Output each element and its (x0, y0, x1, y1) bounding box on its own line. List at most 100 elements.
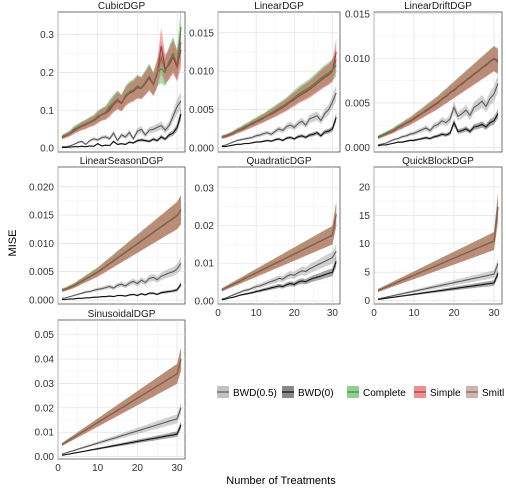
line-bwd-0-5 (377, 263, 499, 300)
legend: BWD(0.5) BWD(0) Complete Simple Smitl (217, 386, 504, 399)
x-tick-label: 30 (172, 463, 184, 474)
legend-item-bwd-0: BWD(0) (282, 386, 334, 399)
legend-item-bwd-0-5: BWD(0.5) (217, 386, 277, 399)
panel-title: LinearDGP (254, 1, 304, 12)
x-tick-label: 20 (448, 308, 460, 319)
ribbon-bwd-0 (221, 113, 337, 147)
line-complete (221, 64, 337, 138)
y-tick-label: 0.005 (345, 98, 370, 109)
legend-label: BWD(0) (298, 388, 334, 399)
y-tick-label: 0.0 (40, 144, 54, 155)
ribbon-bwd-0-5 (62, 92, 181, 147)
y-tick-label: 15 (359, 211, 371, 222)
legend-item-complete: Complete (347, 386, 406, 399)
panel-grid (57, 12, 185, 152)
x-tick-label: 0 (55, 463, 61, 474)
y-tick-label: 0.05 (35, 330, 55, 341)
line-smith (221, 59, 337, 138)
line-bwd-0-5 (61, 262, 182, 299)
y-tick-label: 0.03 (195, 183, 215, 194)
ribbon-bwd-0-5 (378, 74, 498, 146)
legend-item-simple: Simple (414, 386, 461, 399)
ribbon-smith (62, 23, 181, 139)
y-tick-label: 0.3 (40, 30, 54, 41)
ribbon-bwd-0-5 (62, 401, 181, 455)
y-tick-label: 0.010 (189, 67, 214, 78)
y-tick-label: 20 (359, 182, 371, 193)
y-tick-label: 0.00 (195, 296, 215, 307)
y-tick-label: 0.04 (35, 355, 55, 366)
y-tick-label: 0.2 (40, 68, 54, 79)
x-tick-label: 20 (132, 463, 144, 474)
line-bwd-0-5 (62, 100, 182, 148)
panel-series (61, 347, 182, 456)
legend-item-smitl: Smitl (466, 386, 504, 399)
panel-linearseasondgp: LinearSeasonDGP 0.000 0.005 0.010 0.015 0.020 (29, 156, 186, 307)
line-bwd-0 (62, 114, 182, 149)
y-tick-label: 0.015 (29, 211, 54, 222)
ribbon-complete (378, 45, 498, 139)
line-smith (377, 207, 499, 292)
line-bwd-0 (62, 283, 182, 301)
line-bwd-0 (377, 113, 499, 147)
y-tick-label: 0.00 (35, 452, 55, 463)
ribbon-bwd-0 (378, 269, 498, 300)
line-smith (61, 209, 182, 291)
ribbon-bwd-0-5 (221, 85, 337, 147)
x-tick-label: 10 (92, 463, 104, 474)
x-tick-label: 30 (327, 308, 339, 319)
y-tick-label: 0.020 (29, 182, 54, 193)
y-tick-label: 0.000 (189, 144, 214, 155)
panel-title: QuadraticDGP (246, 156, 311, 167)
panel-background (373, 166, 503, 305)
line-bwd-0 (377, 273, 499, 301)
ribbon-bwd-0-5 (62, 257, 181, 299)
x-tick-label: 0 (215, 308, 221, 319)
legend-label: BWD(0.5) (233, 388, 277, 399)
line-bwd-0 (221, 261, 337, 301)
ribbon-complete (62, 347, 181, 446)
line-bwd-0 (61, 424, 182, 456)
y-tick-label: 0.005 (189, 105, 214, 116)
y-tick-label: 0.010 (345, 54, 370, 65)
ribbon-smith (221, 47, 337, 139)
y-tick-label: 10 (359, 239, 371, 250)
y-axis-title: MISE (7, 230, 19, 257)
y-tick-label: 0 (364, 296, 370, 307)
line-smith (377, 57, 499, 139)
panels-layer: CubicDGP0.00.10.20.3LinearDGP0.0000.0050… (29, 1, 503, 474)
line-bwd-0-5 (61, 407, 182, 455)
y-tick-label: 0.03 (35, 379, 55, 390)
panel-grid (373, 167, 502, 304)
panel-lineardgp: LinearDGP 0.000 0.005 0.010 0.015 (189, 1, 341, 155)
x-tick-label: 10 (408, 308, 420, 319)
ribbon-simple (221, 202, 337, 292)
y-tick-label: 5 (364, 268, 370, 279)
ribbon-simple (378, 193, 498, 293)
ribbon-simple (378, 46, 498, 140)
panel-title: SinusoidalDGP (88, 309, 156, 320)
y-tick-label: 0.000 (29, 296, 54, 307)
ribbon-complete (221, 202, 337, 292)
line-smith (221, 214, 337, 291)
panel-title: CubicDGP (98, 1, 146, 12)
y-tick-label: 0.01 (35, 428, 55, 439)
ribbon-smith (221, 202, 337, 292)
panel-series (377, 45, 499, 147)
x-tick-label: 10 (251, 308, 263, 319)
panel-title: LinearSeasonDGP (80, 156, 164, 167)
panel-title: QuickBlockDGP (402, 156, 474, 167)
y-tick-label: 0.000 (345, 143, 370, 154)
panel-series (221, 38, 337, 148)
legend-label: Simple (430, 388, 461, 399)
x-tick-label: 30 (488, 308, 500, 319)
panel-title: LinearDriftDGP (404, 1, 472, 12)
y-tick-label: 0.1 (40, 106, 54, 117)
x-tick-label: 0 (371, 308, 377, 319)
panel-lineardriftdgp: LinearDriftDGP 0.000 0.005 0.010 0.015 (345, 1, 503, 154)
panel-grid (57, 167, 185, 304)
ribbon-simple (62, 347, 181, 446)
panel-series (377, 192, 499, 301)
panel-series (221, 202, 337, 301)
